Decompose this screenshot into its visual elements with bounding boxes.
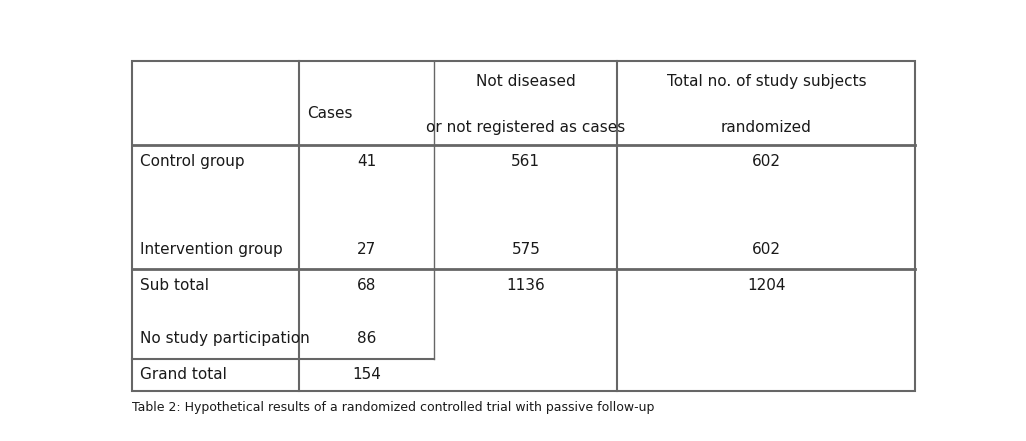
Text: 1136: 1136 bbox=[507, 278, 545, 293]
Text: Grand total: Grand total bbox=[141, 367, 227, 382]
Text: Cases: Cases bbox=[307, 106, 353, 121]
Text: Sub total: Sub total bbox=[141, 278, 209, 293]
Text: Intervention group: Intervention group bbox=[141, 243, 283, 258]
Text: 575: 575 bbox=[511, 243, 541, 258]
Text: 1204: 1204 bbox=[747, 278, 786, 293]
Text: 602: 602 bbox=[752, 243, 781, 258]
Text: 602: 602 bbox=[752, 154, 781, 169]
Text: 154: 154 bbox=[352, 367, 382, 382]
Text: randomized: randomized bbox=[721, 120, 812, 135]
Text: Table 2: Hypothetical results of a randomized controlled trial with passive foll: Table 2: Hypothetical results of a rando… bbox=[132, 401, 655, 414]
Text: 41: 41 bbox=[357, 154, 377, 169]
Text: No study participation: No study participation bbox=[141, 331, 310, 346]
Text: Total no. of study subjects: Total no. of study subjects bbox=[667, 74, 866, 89]
Text: Control group: Control group bbox=[141, 154, 245, 169]
Text: or not registered as cases: or not registered as cases bbox=[426, 120, 626, 135]
Text: Not diseased: Not diseased bbox=[476, 74, 576, 89]
Text: 86: 86 bbox=[357, 331, 377, 346]
Text: 561: 561 bbox=[511, 154, 541, 169]
Text: 68: 68 bbox=[357, 278, 377, 293]
Text: 27: 27 bbox=[357, 243, 377, 258]
